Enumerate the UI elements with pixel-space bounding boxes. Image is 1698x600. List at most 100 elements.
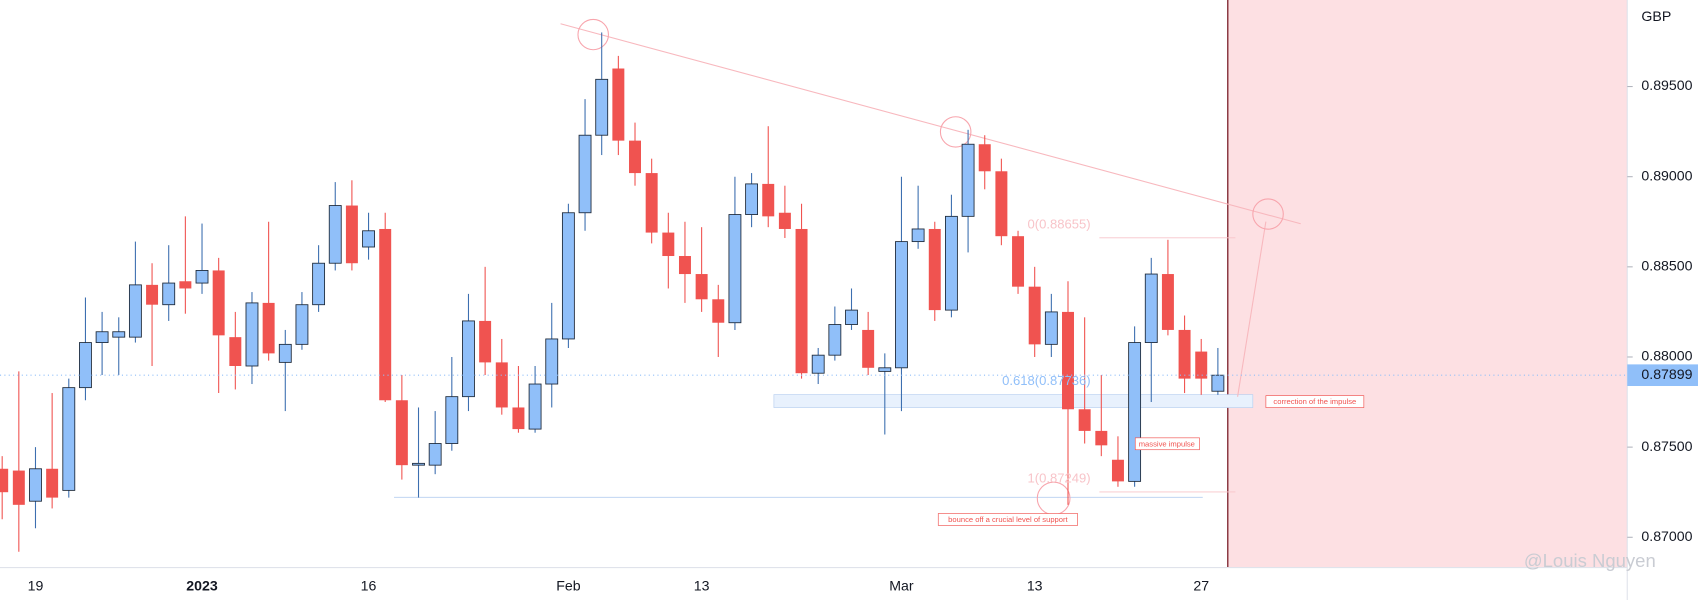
x-tick-label: 13 — [1027, 578, 1043, 594]
annotation-box — [1134, 437, 1200, 451]
candle-body — [811, 354, 825, 374]
candle-body — [945, 215, 958, 311]
candle-body — [528, 383, 542, 430]
candle-body — [46, 468, 59, 498]
candle-body — [578, 134, 592, 214]
candle-body — [1044, 311, 1058, 345]
projection-arrow — [1237, 221, 1267, 397]
candle-body — [895, 241, 908, 369]
candle-body — [762, 183, 775, 217]
x-tick-label: 16 — [361, 578, 377, 594]
candle-body — [911, 228, 925, 243]
candle-body — [295, 304, 309, 345]
candle-body — [495, 362, 508, 408]
pivot-circle — [1252, 198, 1284, 230]
y-tick-label: 0.87000 — [1641, 528, 1692, 544]
candle-body — [1144, 273, 1158, 343]
candle-body — [862, 329, 875, 368]
last-price-tag — [1627, 364, 1698, 387]
candle-body — [928, 228, 941, 311]
candle-body — [146, 284, 159, 305]
candle-body — [612, 68, 625, 141]
x-tick-label: 19 — [28, 578, 44, 594]
candle-body — [162, 282, 176, 306]
candle-body — [1178, 329, 1191, 379]
candle-body — [428, 443, 442, 466]
candle-body — [79, 342, 92, 389]
last-price-label: 0.87899 — [1641, 366, 1692, 382]
candles — [0, 32, 1225, 552]
candle-body — [1211, 374, 1225, 392]
future-zone — [1227, 0, 1628, 568]
annotation: correction of the impulse — [1273, 397, 1356, 406]
candle-body — [629, 140, 641, 174]
pivot-circle — [939, 116, 972, 148]
annotation-box — [1265, 395, 1365, 408]
candle-body — [1111, 459, 1124, 482]
candle-body — [828, 324, 842, 356]
candle-body — [395, 400, 408, 466]
candle-body — [128, 284, 142, 338]
candle-body — [312, 262, 326, 306]
candle-body — [412, 462, 425, 466]
candle-body — [229, 337, 242, 366]
candle-body — [745, 183, 759, 215]
watermark: @Louis Nguyen — [1524, 550, 1656, 571]
candle-body — [878, 367, 892, 372]
x-tick-label: Mar — [889, 578, 914, 594]
x-tick-label: 2023 — [186, 578, 218, 594]
candle-body — [728, 214, 742, 324]
candle-body — [662, 232, 675, 257]
candle-body — [278, 343, 292, 363]
annotation-box — [937, 513, 1078, 526]
candle-body — [179, 281, 192, 289]
fib-zone — [773, 394, 1254, 408]
candle-body — [512, 407, 525, 430]
candle-body — [712, 299, 725, 323]
candle-body — [678, 256, 691, 275]
candle-body — [212, 270, 225, 336]
x-tick-label: 13 — [694, 578, 710, 594]
candle-body — [195, 270, 209, 284]
x-tick-label: Feb — [556, 578, 581, 594]
candle-body — [778, 212, 791, 229]
candle-body — [1078, 409, 1091, 431]
x-tick-label: 27 — [1193, 578, 1209, 594]
candle-body — [645, 173, 658, 233]
currency-label: GBP — [1641, 8, 1671, 24]
candle-body — [12, 470, 25, 505]
fib-label: 1(0.87249) — [1028, 470, 1091, 485]
y-tick-label: 0.88000 — [1641, 348, 1692, 364]
candle-body — [1028, 286, 1041, 345]
candle-body — [961, 143, 975, 217]
fib-label: 0.618(0.87736) — [1002, 373, 1090, 388]
pivot-circle — [577, 18, 609, 51]
candle-body — [462, 320, 475, 398]
candle-body — [561, 212, 575, 340]
fib-label: 0(0.88655) — [1028, 216, 1091, 231]
candle-body — [1062, 311, 1074, 410]
candle-body — [345, 205, 358, 264]
candle-body — [95, 331, 109, 343]
y-tick-label: 0.89500 — [1641, 77, 1692, 93]
y-tick-label: 0.87500 — [1641, 438, 1692, 454]
candle-body — [445, 396, 459, 444]
candle-body — [262, 302, 275, 354]
trend-line — [560, 23, 1301, 225]
candle-body — [1095, 430, 1108, 446]
candle-body — [62, 387, 76, 491]
candle-body — [978, 144, 991, 172]
candle-body — [362, 230, 375, 248]
pivot-circle — [1036, 481, 1071, 516]
candle-body — [328, 205, 342, 264]
candle-body — [995, 171, 1008, 237]
candle-body — [112, 331, 126, 338]
candle-body — [29, 468, 42, 502]
candle-body — [1012, 236, 1025, 287]
candle-body — [795, 228, 808, 374]
y-tick-label: 0.88500 — [1641, 258, 1692, 274]
candle-body — [1161, 274, 1174, 330]
candle-body — [1128, 342, 1142, 482]
y-tick-label: 0.89000 — [1641, 167, 1692, 183]
